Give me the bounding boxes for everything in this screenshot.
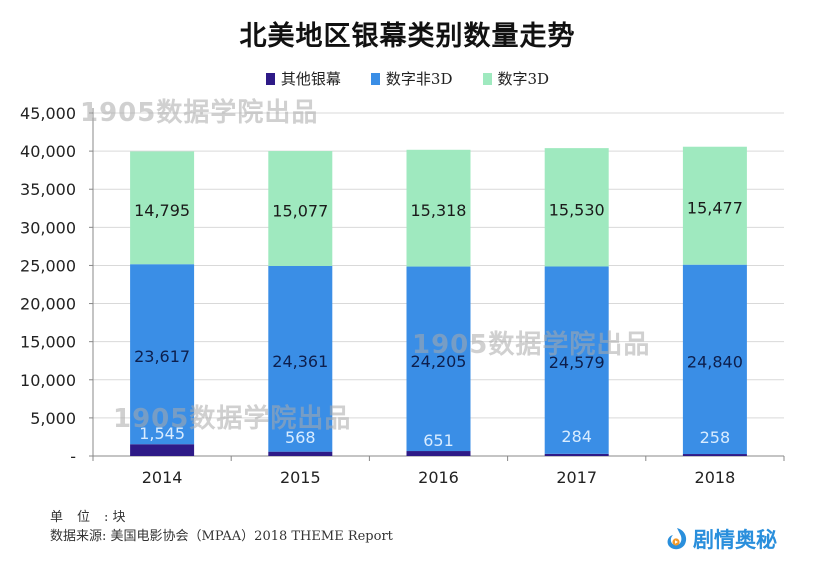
bar-segment-digital-3d (406, 149, 471, 267)
y-tick-label: 35,000 (20, 180, 76, 199)
data-label: 14,795 (134, 201, 190, 220)
bar-segment-digital-2d (130, 264, 195, 445)
data-label: 284 (561, 427, 592, 446)
legend-item-digital-3d: 数字3D (482, 68, 550, 89)
data-label: 15,077 (272, 202, 328, 221)
y-tick-label: 45,000 (20, 104, 76, 123)
data-label: 24,361 (272, 352, 328, 371)
y-tick-label: 20,000 (20, 295, 76, 314)
source-key: 数据来源 (50, 529, 103, 544)
footer-notes: 单位: 块 数据来源: 美国电影协会（MPAA）2018 THEME Repor… (50, 508, 393, 546)
y-tick-label: - (70, 447, 76, 466)
x-tick-label: 2015 (280, 468, 321, 487)
bar-segment-digital-3d (130, 151, 195, 265)
legend-label-digital-2d: 数字非3D (385, 70, 453, 88)
unit-key: 单位 (50, 510, 105, 525)
data-label: 568 (285, 428, 316, 447)
legend-label-digital-3d: 数字3D (497, 70, 550, 88)
y-tick-label: 10,000 (20, 371, 76, 390)
data-label: 23,617 (134, 347, 190, 366)
data-label: 15,318 (411, 201, 467, 220)
bar-segment-digital-2d (406, 266, 471, 452)
data-label: 15,530 (549, 200, 605, 219)
bar-segment-other (406, 451, 471, 456)
legend-label-other: 其他银幕 (280, 70, 341, 88)
bar-segment-other (682, 454, 747, 456)
data-label: 24,840 (687, 352, 743, 371)
y-tick-label: 15,000 (20, 333, 76, 352)
y-tick-label: 30,000 (20, 218, 76, 237)
brand-logo: 剧情奥秘 (665, 524, 777, 554)
y-tick-label: 25,000 (20, 256, 76, 275)
source-value: : 美国电影协会（MPAA）2018 THEME Report (102, 529, 393, 544)
legend-item-digital-2d: 数字非3D (370, 68, 453, 89)
chart-title: 北美地区银幕类别数量走势 (239, 21, 576, 52)
x-tick-label: 2014 (142, 468, 183, 487)
data-label: 1,545 (139, 424, 185, 443)
bar-segment-digital-2d (544, 266, 609, 454)
data-label: 24,205 (411, 352, 467, 371)
bar-segment-digital-3d (268, 151, 333, 266)
y-tick-label: 5,000 (30, 409, 76, 428)
data-label: 651 (423, 431, 454, 450)
x-tick-label: 2016 (418, 468, 459, 487)
legend-item-other: 其他银幕 (265, 68, 341, 89)
brand-swirl-icon (667, 528, 687, 550)
bar-segment-digital-3d (682, 146, 747, 265)
legend-swatch-digital-2d (370, 72, 380, 85)
watermark: 1905数据学院出品 (412, 330, 651, 360)
source-note: 数据来源: 美国电影协会（MPAA）2018 THEME Report (50, 527, 393, 546)
watermark: 1905数据学院出品 (80, 98, 319, 128)
watermark: 1905数据学院出品 (113, 404, 352, 434)
legend-swatch-digital-3d (482, 72, 492, 85)
data-label: 24,579 (549, 353, 605, 372)
bar-segment-other (268, 451, 333, 456)
x-tick-label: 2017 (556, 468, 597, 487)
bar-segment-other (130, 444, 195, 456)
unit-note: 单位: 块 (50, 508, 393, 527)
y-tick-label: 40,000 (20, 142, 76, 161)
data-label: 258 (700, 428, 731, 447)
unit-value: : 块 (104, 510, 126, 525)
bar-segment-other (544, 453, 609, 456)
legend: 其他银幕 数字非3D 数字3D (0, 68, 815, 89)
bar-segment-digital-2d (268, 265, 333, 452)
brand-name: 剧情奥秘 (693, 528, 777, 552)
x-tick-label: 2018 (695, 468, 736, 487)
bar-segment-digital-2d (682, 264, 747, 455)
data-label: 15,477 (687, 199, 743, 218)
bar-segment-digital-3d (544, 148, 609, 267)
legend-swatch-other (265, 72, 275, 85)
